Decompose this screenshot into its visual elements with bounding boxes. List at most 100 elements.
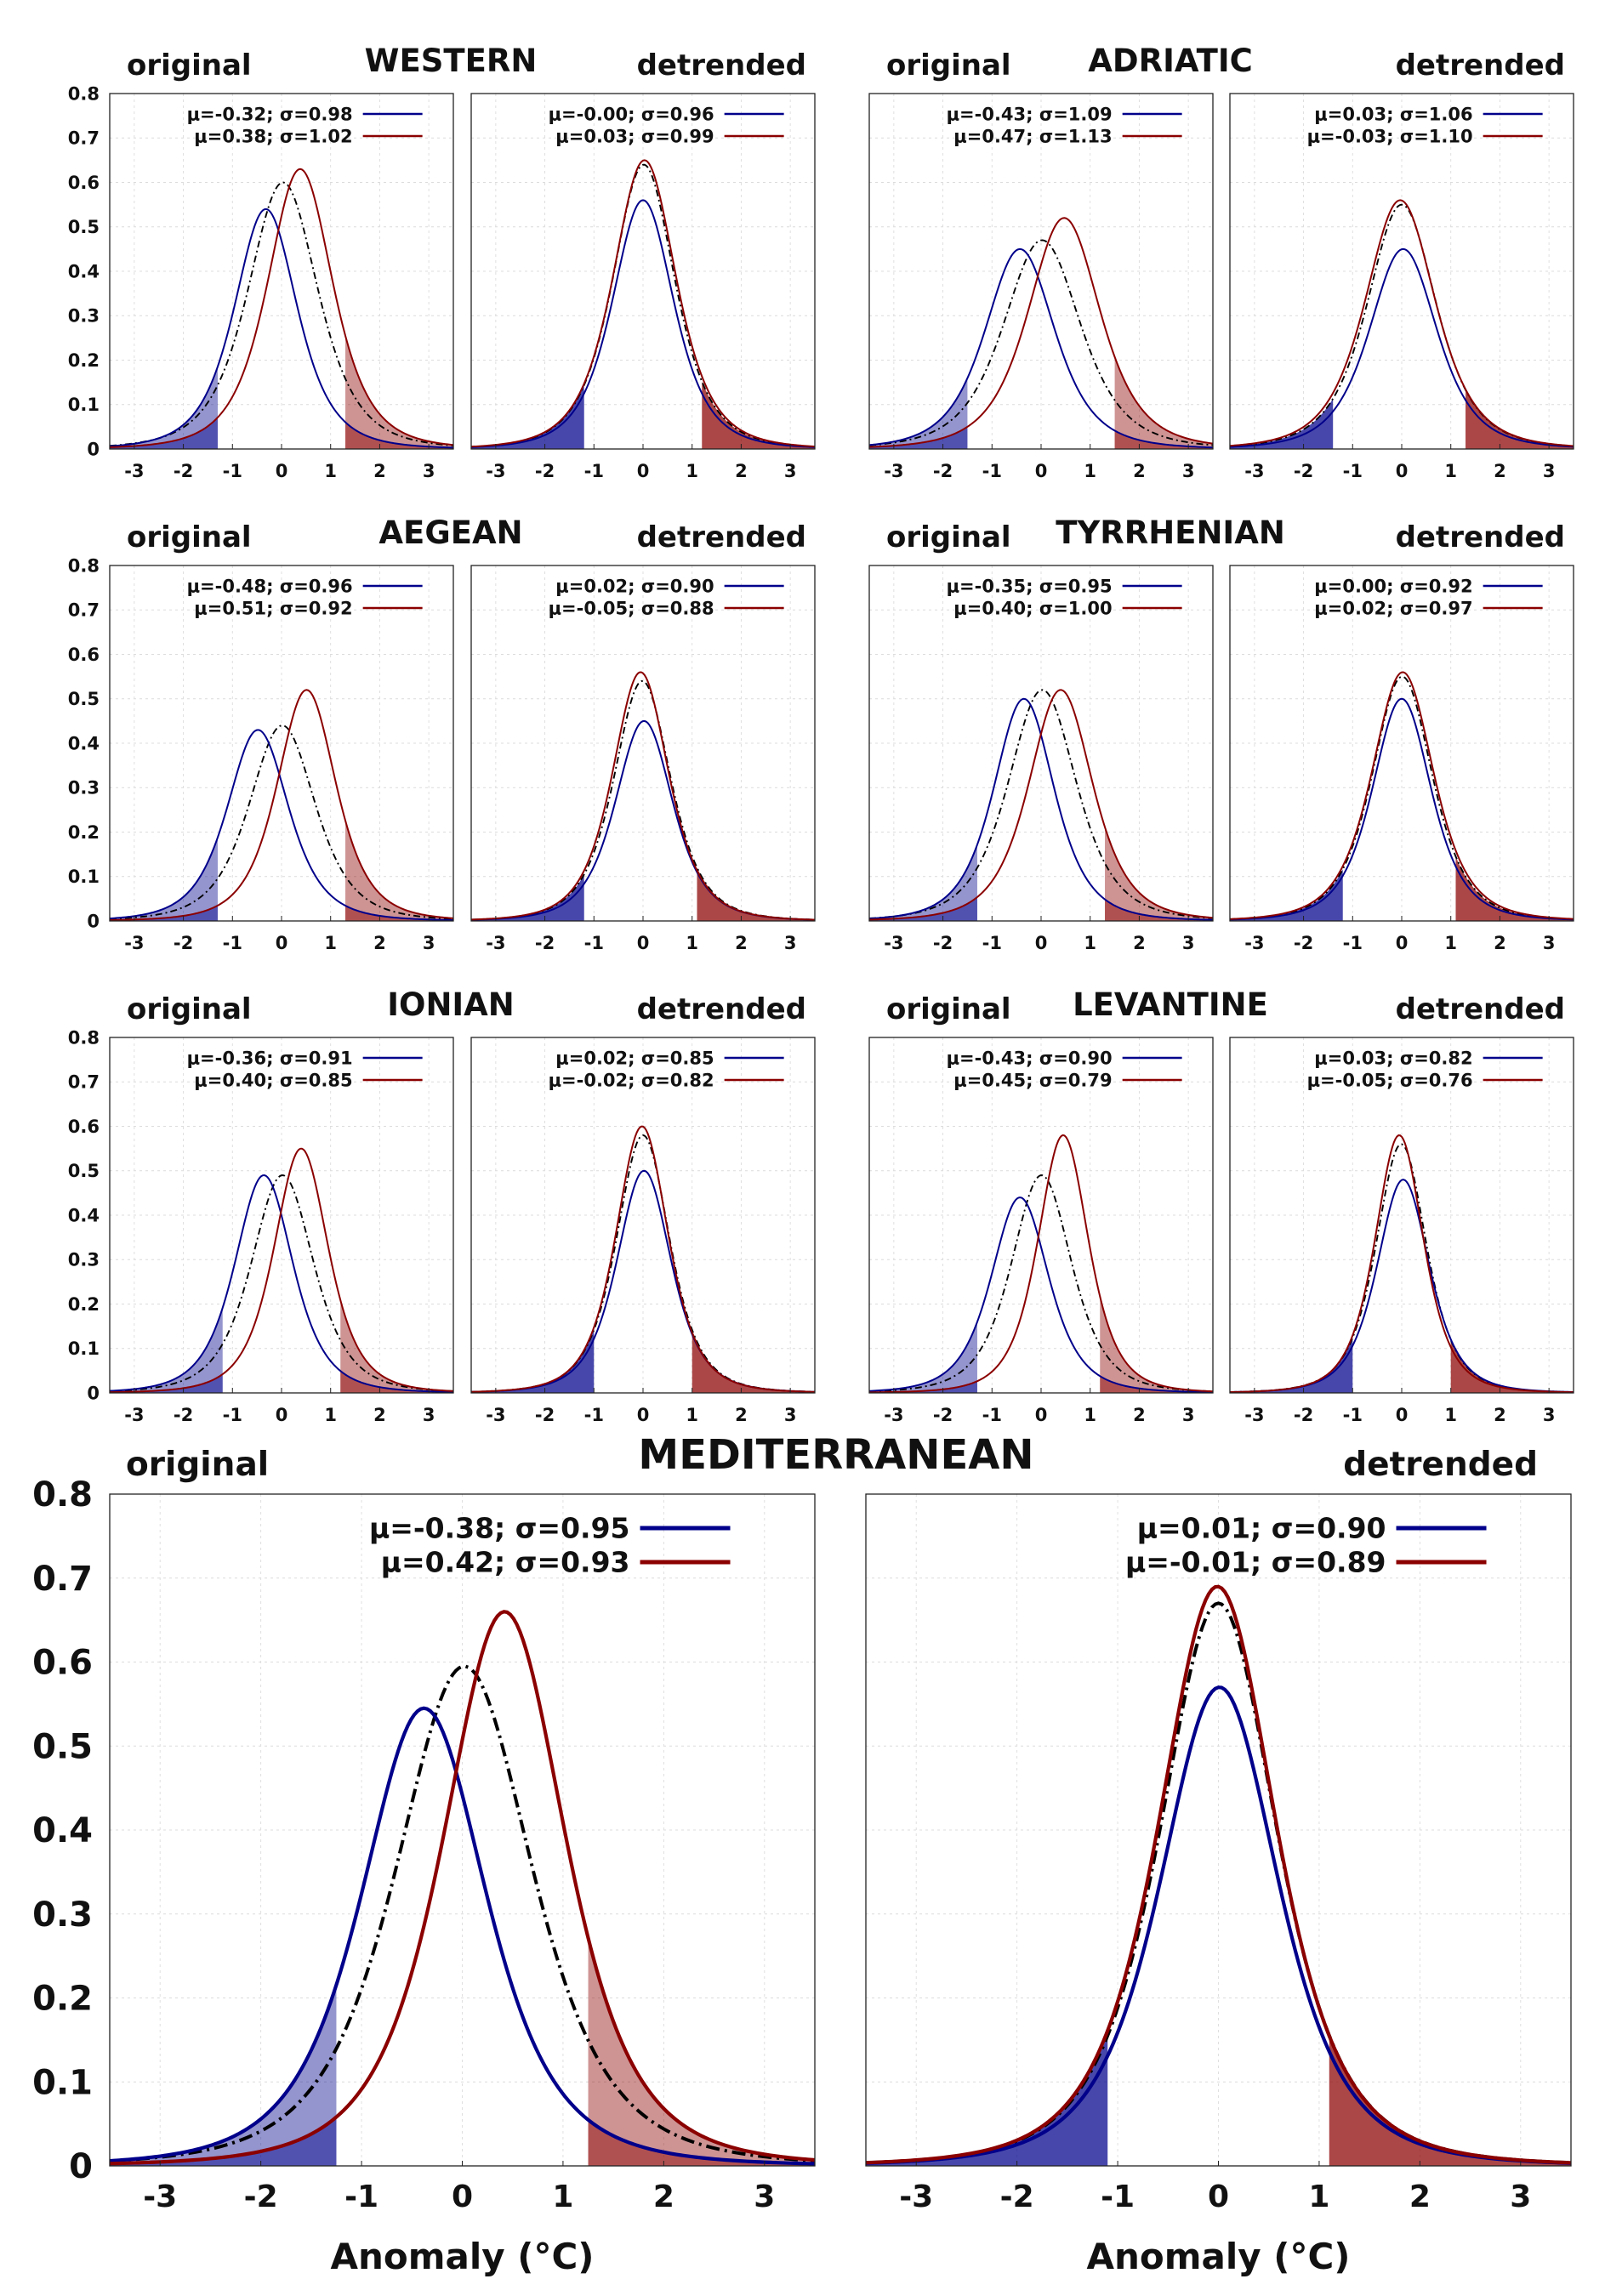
region-title: LEVANTINE (1073, 986, 1268, 1023)
x-tick-label: 2 (653, 2179, 674, 2214)
x-tick-label: -1 (223, 461, 242, 481)
warm-curve (865, 1584, 1572, 2165)
warm-curve (868, 689, 1214, 921)
y-tick-label: 0.4 (68, 733, 100, 753)
y-tick-label: 0.7 (32, 1560, 93, 1599)
x-tick-label: 2 (1494, 933, 1506, 953)
chart-panel-detrended-aegean: μ=0.02; σ=0.90μ=-0.05; σ=0.88 -3 -2 -1 0 1 2 3 (470, 565, 816, 953)
x-tick-label: 0 (637, 461, 650, 481)
legend-label-warm: μ=-0.01; σ=0.89 (1125, 1546, 1386, 1579)
y-tick-label: 0.7 (68, 1072, 100, 1093)
x-tick-label: 3 (423, 461, 435, 481)
x-tick-label: 1 (324, 1405, 337, 1425)
x-tick-label: 3 (754, 2179, 775, 2214)
x-tick-label: 1 (324, 461, 337, 481)
x-tick-label: -1 (982, 461, 1002, 481)
x-tick-label: -2 (535, 1405, 555, 1425)
x-tick-label: -1 (584, 933, 604, 953)
warm-tail (1450, 1339, 1574, 1393)
x-tick-label: -2 (535, 933, 555, 953)
chart-panel-original-levantine: μ=-0.43; σ=0.90μ=0.45; σ=0.79 -3 -2 -1 0 1 2 3 (868, 1037, 1214, 1425)
cold-tail-dark (110, 905, 218, 921)
cold-tail-dark (110, 417, 218, 449)
legend-label-warm: μ=0.03; σ=0.99 (555, 126, 714, 146)
panel-label-original: original (886, 520, 1011, 554)
legend-label-warm: μ=0.40; σ=0.85 (194, 1070, 352, 1090)
x-tick-label: -2 (1294, 933, 1313, 953)
cold-tail (471, 874, 584, 921)
chart-panel-original-aegean: μ=-0.48; σ=0.96μ=0.51; σ=0.92 -3 -2 -1 0 1 2 3 (109, 565, 454, 953)
x-tick-label: -1 (344, 2179, 378, 2214)
x-tick-label: -2 (1294, 461, 1313, 481)
x-tick-label: -3 (884, 461, 903, 481)
y-tick-label: 0.6 (32, 1644, 93, 1683)
cold-tail (1230, 869, 1343, 921)
all-years-curve (109, 725, 454, 920)
x-tick-label: -1 (982, 933, 1002, 953)
warm-tail-dark (345, 905, 453, 921)
panel-label-original: original (886, 992, 1011, 1026)
region-title: WESTERN (365, 43, 538, 79)
panel-label-detrended: detrended (637, 992, 806, 1026)
cold-tail-light (110, 1985, 337, 2166)
x-tick-label: 3 (1543, 1405, 1556, 1425)
x-tick-label: 3 (784, 933, 797, 953)
legend-label-warm: μ=-0.05; σ=0.76 (1307, 1070, 1473, 1090)
warm-curve (1229, 671, 1574, 920)
x-tick-label: -3 (884, 933, 903, 953)
y-tick-label: 0.3 (68, 306, 100, 327)
x-tick-label: -1 (1343, 933, 1363, 953)
panel-label-original: original (127, 992, 252, 1026)
y-tick-label: 0.7 (68, 128, 100, 149)
legend-label-cold: μ=-0.35; σ=0.95 (947, 576, 1113, 596)
x-tick-label: 2 (1494, 1405, 1506, 1425)
legend-label-cold: μ=0.00; σ=0.92 (1314, 576, 1472, 596)
cold-tail (866, 2035, 1108, 2166)
x-tick-label: -3 (1244, 461, 1264, 481)
panel-label-original: original (127, 520, 252, 554)
cold-curve (470, 199, 816, 448)
x-tick-label: 2 (1133, 1405, 1146, 1425)
warm-tail-light (1114, 356, 1213, 449)
cold-curve (1229, 247, 1574, 448)
x-tick-label: -1 (584, 1405, 604, 1425)
x-tick-label: 0 (1035, 461, 1048, 481)
y-tick-label: 0 (87, 439, 100, 459)
warm-tail (1329, 2035, 1571, 2166)
x-tick-label: -3 (124, 933, 144, 953)
x-tick-label: -3 (124, 461, 144, 481)
cold-tail-light (869, 378, 968, 449)
warm-tail (702, 381, 815, 449)
x-tick-label: 1 (1084, 1405, 1096, 1425)
x-tick-label: 2 (1133, 933, 1146, 953)
y-tick-label: 0.2 (68, 350, 100, 371)
y-tick-label: 0 (87, 911, 100, 931)
all-years-curve (470, 680, 816, 921)
cold-tail-dark (110, 1373, 223, 1393)
chart-panel-original-tyrrhenian: μ=-0.35; σ=0.95μ=0.40; σ=1.00 -3 -2 -1 0 1 2 3 (868, 565, 1214, 953)
chart-panel-detrended-mediterranean: μ=0.01; σ=0.90μ=-0.01; σ=0.89 -3 -2 -1 0 1 2 3 (865, 1493, 1572, 2214)
legend-label-cold: μ=-0.38; σ=0.95 (369, 1512, 630, 1545)
x-tick-label: -2 (1000, 2179, 1034, 2214)
x-tick-label: 3 (423, 933, 435, 953)
x-tick-label: 3 (1182, 461, 1195, 481)
cold-curve (109, 1174, 454, 1393)
all-years-curve (868, 239, 1214, 446)
y-tick-label: 0.6 (68, 173, 100, 193)
x-tick-label: 3 (423, 1405, 435, 1425)
warm-curve (868, 1134, 1214, 1394)
legend-label-cold: μ=0.03; σ=0.82 (1314, 1048, 1472, 1068)
region-title: AEGEAN (378, 514, 522, 551)
panel-label-detrended: detrended (1343, 1446, 1538, 1484)
cold-curve (109, 207, 454, 449)
x-tick-label: 1 (686, 461, 698, 481)
cold-tail-light (110, 1307, 223, 1393)
x-tick-label: 0 (1396, 1405, 1409, 1425)
x-tick-label: 2 (735, 461, 748, 481)
legend-label-warm: μ=0.51; σ=0.92 (194, 598, 352, 618)
warm-tail (697, 867, 815, 921)
y-tick-label: 0.6 (68, 645, 100, 665)
legend-label-cold: μ=0.03; σ=1.06 (1314, 104, 1472, 124)
x-tick-label: -2 (174, 933, 193, 953)
